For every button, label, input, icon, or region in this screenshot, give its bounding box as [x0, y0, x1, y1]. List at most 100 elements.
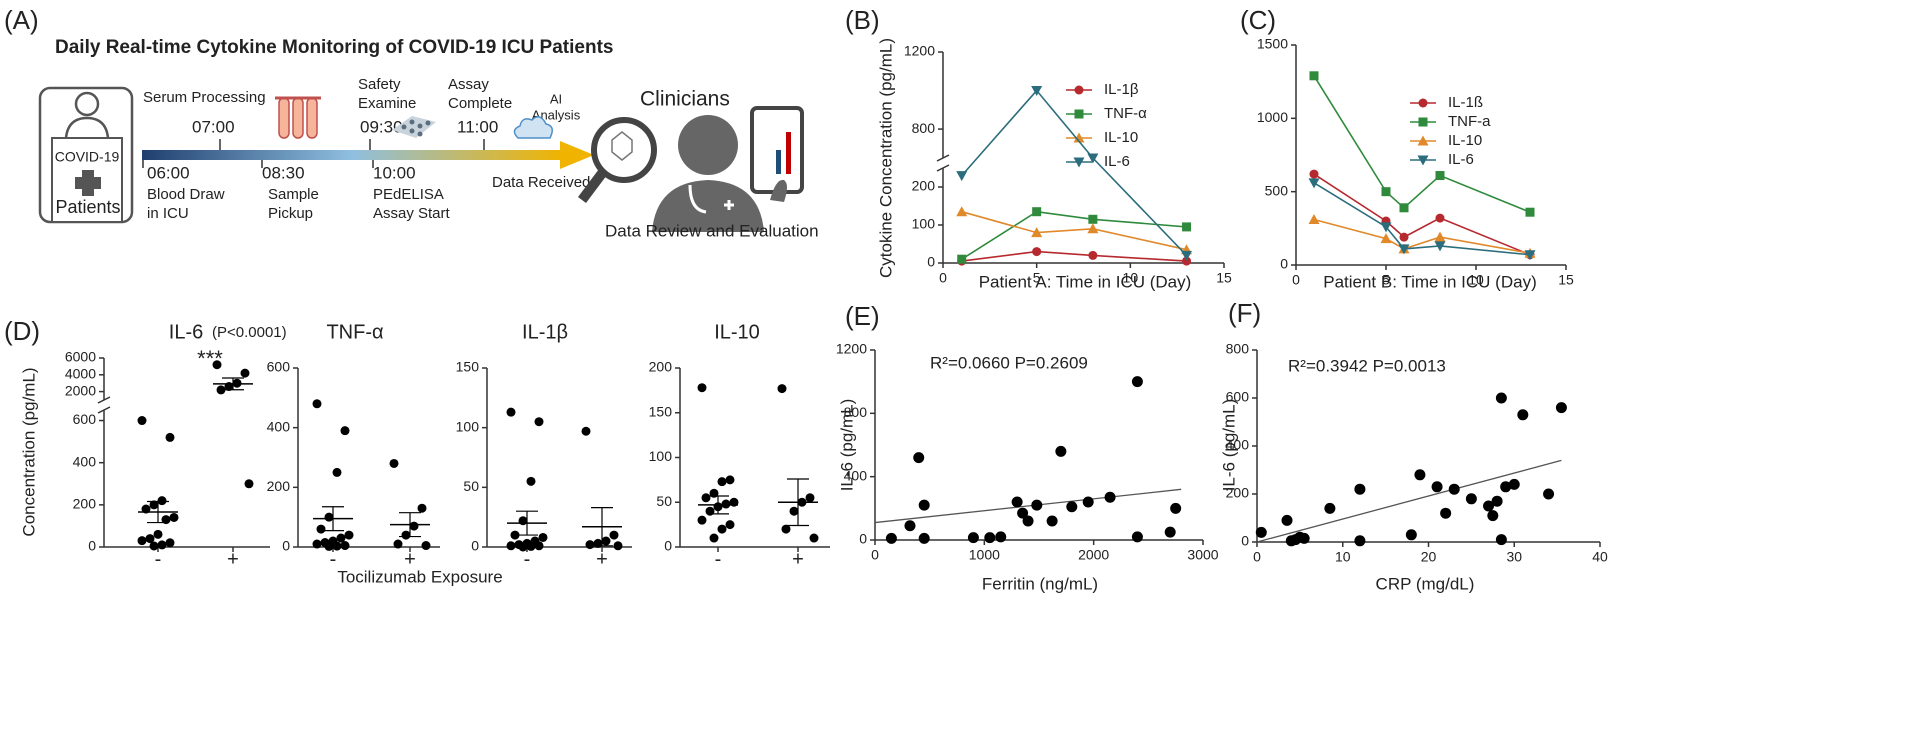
data-point — [709, 533, 719, 543]
chart-title: IL-10 — [714, 321, 760, 343]
x-tick-label: 10 — [1468, 272, 1484, 288]
y-tick-label: 0 — [282, 538, 290, 554]
data-point — [149, 500, 159, 510]
series-line — [961, 250, 1187, 262]
x-tick-label: 30 — [1506, 549, 1522, 565]
event-text: Pickup — [268, 205, 313, 222]
timeline-arrow — [560, 141, 594, 169]
data-point — [805, 493, 815, 503]
y-tick-label: 4000 — [65, 366, 96, 382]
event-text: Examine — [358, 95, 416, 112]
clinicians-label: Clinicians — [640, 88, 730, 111]
end-label: Data Received — [492, 174, 590, 191]
data-point — [956, 171, 968, 182]
data-point — [161, 515, 171, 525]
y-tick-label: 50 — [656, 493, 672, 509]
event-time: 07:00 — [192, 117, 235, 136]
data-point — [1298, 532, 1310, 544]
x-tick-label: + — [227, 548, 239, 570]
event-text: Safety — [358, 76, 401, 93]
data-point — [585, 540, 595, 550]
data-point — [1046, 515, 1058, 527]
data-point — [1380, 233, 1392, 244]
data-point — [1032, 207, 1042, 217]
data-point — [613, 541, 623, 551]
series-line — [1313, 218, 1531, 255]
x-tick-label: 15 — [1558, 272, 1574, 288]
data-point — [137, 416, 147, 426]
data-point — [777, 384, 787, 394]
data-point — [701, 493, 711, 503]
x-tick-label: 0 — [871, 547, 879, 563]
data-point — [1525, 207, 1535, 217]
y-tick-label: 600 — [73, 411, 97, 427]
data-point — [340, 541, 350, 551]
data-point — [510, 530, 520, 540]
diagram-title: Daily Real-time Cytokine Monitoring of C… — [55, 37, 613, 58]
data-point — [1088, 214, 1098, 224]
patient-head — [74, 91, 100, 117]
legend-marker — [1418, 98, 1428, 108]
data-point — [957, 254, 967, 264]
x-tick-label: - — [155, 548, 162, 570]
patient-card — [51, 137, 123, 223]
x-tick-label: 10 — [1335, 549, 1351, 565]
data-point — [697, 383, 707, 393]
data-point — [153, 529, 163, 539]
data-point — [324, 541, 334, 551]
y-tick-label: 0 — [1241, 533, 1249, 549]
event-time: 09:30 — [360, 117, 403, 136]
data-point — [1255, 526, 1267, 538]
panel-label: (F) — [1228, 298, 1261, 328]
event-text: Serum Processing — [143, 89, 266, 106]
y-tick-label: 800 — [912, 120, 936, 136]
y-tick-label: 1200 — [904, 43, 935, 59]
x-tick-label: 2000 — [1078, 547, 1109, 563]
data-point — [149, 541, 159, 551]
y-tick-label: 400 — [267, 418, 291, 434]
y-tick-label: 400 — [1226, 437, 1250, 453]
data-point — [244, 479, 254, 489]
data-point — [1448, 483, 1460, 495]
data-point — [1308, 214, 1320, 225]
tubes-icon — [275, 96, 321, 139]
ai-text: Analysis — [532, 107, 581, 122]
data-point — [340, 426, 350, 436]
y-tick-label: 0 — [88, 538, 96, 554]
series-line — [961, 89, 1188, 256]
data-point — [1398, 244, 1410, 255]
legend-marker — [1073, 157, 1085, 168]
data-point — [913, 452, 925, 464]
data-point — [1022, 515, 1034, 527]
series-line — [1313, 182, 1531, 256]
legend-label: IL-10 — [1104, 129, 1138, 146]
data-point — [1088, 250, 1098, 260]
data-point — [717, 524, 727, 534]
data-point — [1414, 469, 1426, 481]
legend-label: IL-6 — [1104, 153, 1130, 170]
data-point — [1399, 232, 1409, 242]
data-point — [1434, 231, 1446, 242]
data-point — [967, 532, 979, 544]
data-point — [789, 506, 799, 516]
diagram-caption: Data Review and Evaluation — [605, 221, 819, 240]
legend-label: TNF-α — [1104, 105, 1147, 122]
patient-text: COVID-19 — [55, 149, 120, 165]
data-point — [389, 458, 399, 468]
data-point — [1435, 213, 1445, 223]
data-point — [956, 206, 968, 217]
x-axis-label: CRP (mg/dL) — [1376, 574, 1475, 593]
y-tick-label: 1500 — [1257, 36, 1288, 52]
y-tick-label: 200 — [267, 478, 291, 494]
data-point — [1182, 222, 1192, 232]
x-tick-label: - — [524, 548, 531, 570]
y-tick-label: 0 — [859, 531, 867, 547]
series-line — [961, 210, 1187, 260]
data-point — [169, 512, 179, 522]
y-tick-label: 0 — [471, 538, 479, 554]
data-point — [1495, 534, 1507, 546]
data-point — [324, 512, 334, 522]
data-point — [1508, 478, 1520, 490]
data-point — [904, 520, 916, 532]
data-point — [332, 541, 342, 551]
